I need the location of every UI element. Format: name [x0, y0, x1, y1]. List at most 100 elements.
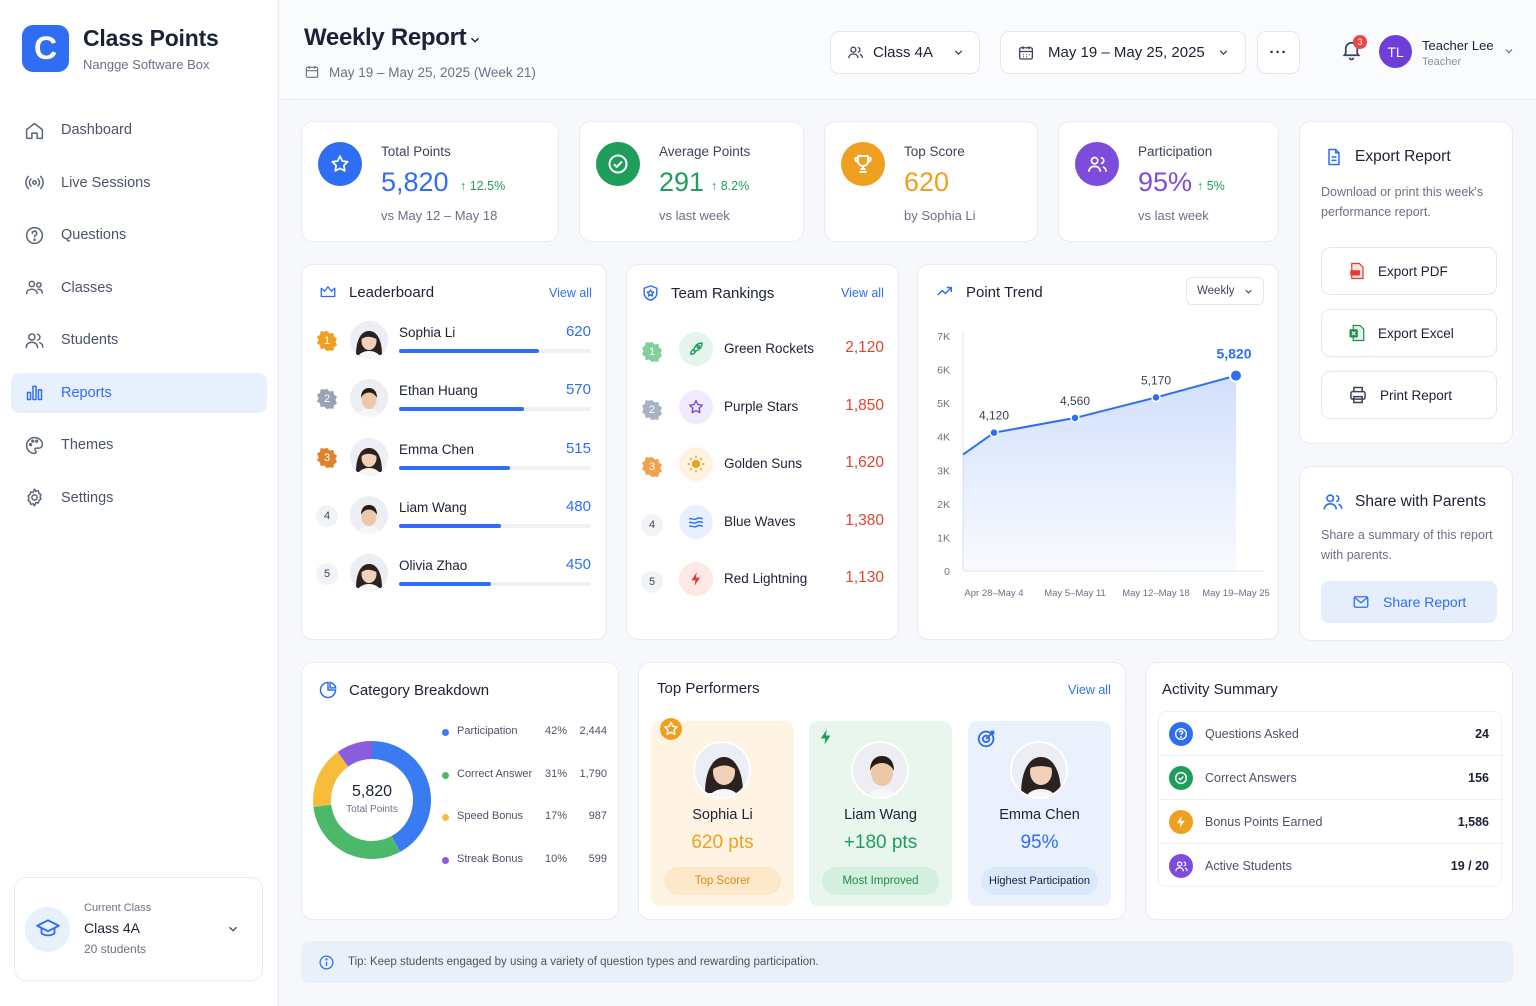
- leaderboard-row[interactable]: 4 Liam Wang 480: [302, 492, 607, 538]
- team-row[interactable]: 3 Golden Suns 1,620: [627, 443, 900, 487]
- top-performers-view-all-link[interactable]: View all: [1068, 683, 1111, 697]
- sidebar-item-students[interactable]: Students: [11, 320, 267, 360]
- kpi-card-participation: Participation 95% ↑ 5% vs last week: [1058, 121, 1279, 242]
- pie-chart-icon: [319, 681, 337, 699]
- leaderboard-row[interactable]: 3 Emma Chen 515: [302, 434, 607, 480]
- rank-number: 4: [316, 504, 338, 527]
- data-label: 5,170: [1141, 373, 1171, 387]
- kpi-value: 620: [904, 167, 950, 197]
- users-icon: [1169, 854, 1193, 878]
- print-report-button[interactable]: Print Report: [1321, 371, 1497, 419]
- brand: C Class Points Nangge Software Box: [22, 25, 219, 72]
- avatar: [350, 495, 388, 534]
- trend-point[interactable]: [1229, 368, 1243, 383]
- score-progress-bar: [399, 582, 591, 587]
- user-avatar[interactable]: TL: [1379, 35, 1412, 68]
- sidebar-item-themes[interactable]: Themes: [11, 425, 267, 465]
- donut-slice[interactable]: [313, 741, 431, 859]
- team-rankings-view-all-link[interactable]: View all: [841, 286, 884, 300]
- score-progress-bar: [399, 523, 591, 528]
- team-row[interactable]: 5 Red Lightning 1,130: [627, 558, 900, 602]
- x-tick-label: Apr 28–May 4: [964, 588, 1023, 599]
- chevron-down-icon[interactable]: [468, 33, 482, 47]
- performer-card-highest-participation[interactable]: Emma Chen 95% Highest Participation: [968, 721, 1111, 906]
- star-icon: [318, 142, 362, 186]
- class-select[interactable]: Class 4A: [830, 31, 980, 74]
- broadcast-icon: [25, 175, 44, 190]
- sidebar-item-dashboard[interactable]: Dashboard: [11, 110, 267, 150]
- question-icon: [1169, 722, 1193, 746]
- performer-card-most-improved[interactable]: Liam Wang +180 pts Most Improved: [809, 721, 952, 906]
- kpi-subtext: vs last week: [659, 208, 730, 223]
- team-row[interactable]: 4 Blue Waves 1,380: [627, 501, 900, 545]
- legend-dot: [442, 856, 449, 864]
- student-score: 515: [565, 439, 591, 457]
- leaderboard-row[interactable]: 1 Sophia Li 620: [302, 317, 607, 363]
- student-name: Liam Wang: [399, 499, 467, 515]
- more-options-button[interactable]: ···: [1257, 31, 1300, 74]
- donut-slice[interactable]: [313, 741, 431, 859]
- data-label: 5,820: [1216, 346, 1251, 362]
- leaderboard-view-all-link[interactable]: View all: [549, 286, 592, 300]
- current-class-selector[interactable]: Current Class Class 4A 20 students: [14, 877, 263, 981]
- trend-point[interactable]: [1151, 392, 1161, 403]
- category-percent: 10%: [545, 852, 568, 865]
- lightning-icon: [1169, 810, 1193, 834]
- score-progress-bar: [399, 349, 591, 353]
- category-percent: 42%: [545, 725, 568, 737]
- team-name: Purple Stars: [724, 398, 799, 414]
- leaderboard-row[interactable]: 5 Olivia Zhao 450: [302, 550, 607, 596]
- y-tick-label: 0: [944, 566, 950, 578]
- kpi-delta: ↑ 5%: [1197, 179, 1225, 193]
- sidebar-item-settings[interactable]: Settings: [11, 478, 267, 518]
- arrow-up-icon: ↑: [1197, 179, 1204, 193]
- palette-icon: [25, 436, 44, 454]
- export-pdf-button[interactable]: Export PDF: [1321, 247, 1497, 295]
- star-badge-icon: [659, 717, 683, 744]
- export-excel-button[interactable]: Export Excel: [1321, 309, 1497, 357]
- date-range-value: May 19 – May 25, 2025: [1048, 44, 1205, 61]
- sidebar: C Class Points Nangge Software Box Dashb…: [0, 0, 279, 1006]
- activity-value: 24: [1475, 727, 1489, 741]
- kpi-value: 5,820: [381, 167, 449, 197]
- sidebar-item-reports[interactable]: Reports: [11, 372, 267, 413]
- export-report-description: Download or print this week's performanc…: [1321, 185, 1484, 219]
- x-tick-label: May 19–May 25: [1202, 588, 1270, 599]
- team-row[interactable]: 1 Green Rockets 2,120: [627, 328, 900, 372]
- sidebar-item-live-sessions[interactable]: Live Sessions: [11, 163, 267, 203]
- donut-slice[interactable]: [313, 741, 431, 859]
- chevron-down-icon[interactable]: [1503, 45, 1515, 57]
- activity-label: Correct Answers: [1205, 771, 1297, 785]
- performer-card-top-scorer[interactable]: Sophia Li 620 pts Top Scorer: [651, 718, 794, 906]
- team-rankings-title: Team Rankings: [641, 283, 774, 303]
- kpi-delta: ↑ 12.5%: [460, 179, 506, 193]
- date-range-select[interactable]: May 19 – May 25, 2025: [1000, 31, 1246, 74]
- leaderboard-row[interactable]: 2 Ethan Huang 570: [302, 375, 607, 421]
- kpi-label: Top Score: [904, 144, 965, 159]
- share-report-button[interactable]: Share Report: [1321, 581, 1497, 623]
- current-class-caption: Current Class: [84, 902, 152, 914]
- donut-center-label: Total Points: [346, 804, 398, 815]
- category-name: Streak Bonus: [457, 852, 524, 865]
- team-row[interactable]: 2 Purple Stars 1,850: [627, 386, 900, 430]
- category-name: Participation: [457, 725, 518, 737]
- sidebar-item-questions[interactable]: Questions: [11, 215, 267, 255]
- lightning-icon: [679, 562, 713, 596]
- y-tick-label: 2K: [937, 499, 950, 511]
- trend-point[interactable]: [989, 427, 999, 438]
- trend-point[interactable]: [1070, 413, 1080, 423]
- kpi-label: Average Points: [659, 144, 751, 159]
- app-logo: C: [22, 25, 69, 72]
- avatar: [350, 437, 388, 476]
- top-performers-title: Top Performers: [657, 680, 760, 697]
- kpi-value: 95%: [1138, 167, 1193, 197]
- period-select[interactable]: Weekly: [1186, 277, 1264, 305]
- team-score: 1,620: [845, 454, 884, 471]
- rank-medal-icon: 3: [316, 447, 338, 469]
- sidebar-item-classes[interactable]: Classes: [11, 268, 267, 308]
- rank-number: 4: [641, 513, 663, 536]
- sidebar-item-label: Live Sessions: [61, 174, 151, 191]
- user-name[interactable]: Teacher Lee: [1422, 38, 1494, 53]
- data-label: 4,560: [1060, 394, 1090, 408]
- avatar: [350, 379, 388, 418]
